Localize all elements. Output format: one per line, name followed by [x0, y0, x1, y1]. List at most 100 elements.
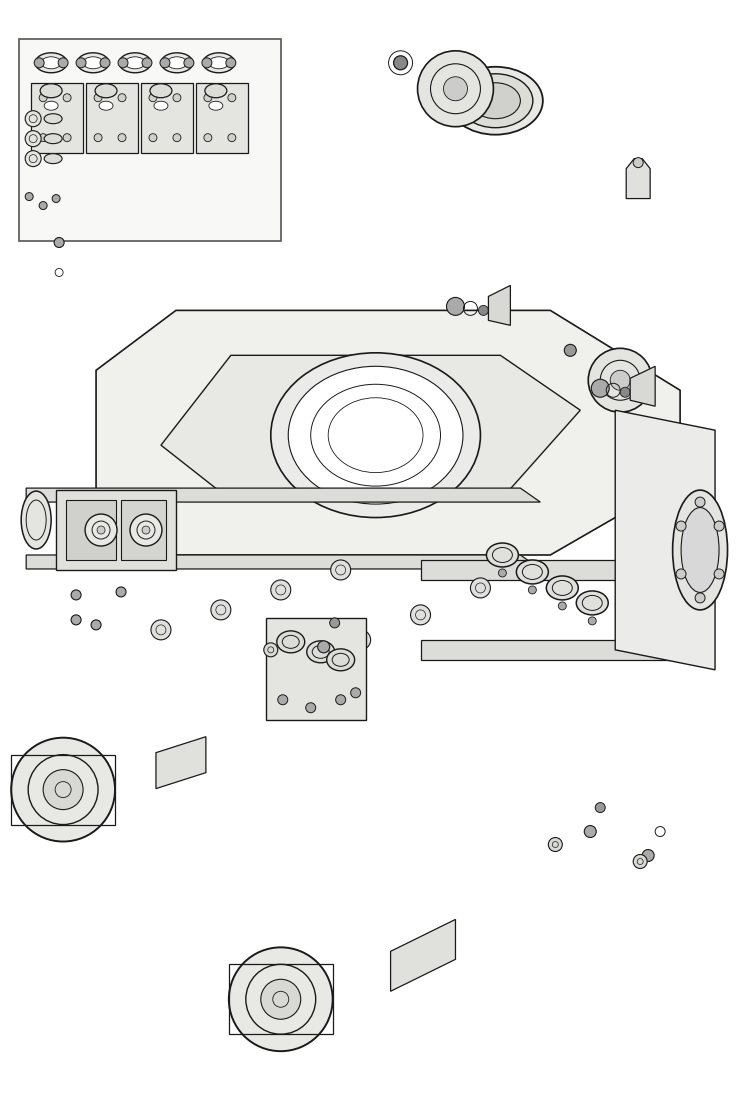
- Circle shape: [318, 641, 330, 653]
- Circle shape: [118, 134, 126, 142]
- Polygon shape: [96, 310, 680, 555]
- Circle shape: [695, 497, 705, 507]
- Text: 32: 32: [40, 110, 55, 122]
- Circle shape: [714, 569, 724, 579]
- Polygon shape: [56, 490, 176, 570]
- Ellipse shape: [642, 505, 674, 528]
- Circle shape: [11, 737, 115, 841]
- Ellipse shape: [150, 83, 172, 98]
- Circle shape: [498, 569, 506, 577]
- Circle shape: [642, 849, 654, 861]
- Text: 17: 17: [292, 1032, 307, 1045]
- Circle shape: [85, 514, 117, 546]
- Circle shape: [116, 587, 126, 597]
- Text: 3,15: 3,15: [121, 691, 147, 704]
- Text: 10: 10: [61, 587, 76, 600]
- Ellipse shape: [167, 57, 187, 69]
- Text: 5: 5: [577, 339, 584, 352]
- Circle shape: [633, 855, 647, 869]
- Text: 13: 13: [264, 706, 279, 720]
- Text: 11: 11: [543, 568, 558, 581]
- Text: 12: 12: [100, 619, 115, 632]
- Text: 36: 36: [631, 177, 646, 190]
- Circle shape: [610, 371, 630, 391]
- Circle shape: [149, 93, 157, 102]
- Bar: [121, 500, 166, 559]
- Circle shape: [63, 93, 71, 102]
- Circle shape: [584, 826, 596, 837]
- Circle shape: [676, 569, 686, 579]
- Text: 29: 29: [210, 112, 225, 125]
- Circle shape: [52, 194, 60, 203]
- Text: 16: 16: [100, 795, 115, 808]
- Circle shape: [633, 158, 643, 168]
- Circle shape: [714, 521, 724, 531]
- Circle shape: [446, 297, 464, 315]
- Circle shape: [228, 134, 236, 142]
- Circle shape: [229, 948, 333, 1051]
- Polygon shape: [26, 555, 540, 569]
- Text: 18,19,20: 18,19,20: [368, 278, 419, 291]
- Circle shape: [417, 50, 494, 126]
- Text: 10: 10: [145, 581, 160, 595]
- Circle shape: [54, 238, 64, 248]
- Circle shape: [25, 131, 41, 147]
- Text: 7: 7: [55, 755, 63, 768]
- Circle shape: [130, 514, 162, 546]
- Ellipse shape: [205, 83, 227, 98]
- Ellipse shape: [77, 53, 109, 72]
- Ellipse shape: [44, 101, 58, 110]
- Ellipse shape: [209, 101, 223, 110]
- Text: B-24895: B-24895: [655, 1064, 721, 1078]
- Circle shape: [100, 58, 110, 68]
- Circle shape: [564, 344, 576, 357]
- Text: 9: 9: [340, 643, 348, 656]
- Text: 11: 11: [687, 504, 702, 517]
- Ellipse shape: [203, 53, 235, 72]
- Polygon shape: [390, 919, 455, 992]
- Text: 4: 4: [646, 619, 653, 632]
- Text: 7: 7: [280, 977, 288, 991]
- Circle shape: [63, 134, 71, 142]
- Text: 10: 10: [636, 853, 651, 866]
- Text: 10: 10: [259, 641, 274, 654]
- Circle shape: [25, 193, 33, 201]
- Polygon shape: [266, 618, 366, 720]
- Ellipse shape: [161, 53, 193, 72]
- Circle shape: [160, 58, 170, 68]
- Bar: [19, 38, 281, 240]
- Ellipse shape: [288, 366, 463, 505]
- Circle shape: [184, 58, 194, 68]
- Text: 27: 27: [261, 156, 276, 169]
- Circle shape: [25, 111, 41, 126]
- Circle shape: [443, 77, 467, 101]
- Circle shape: [591, 380, 609, 397]
- Text: 22: 22: [52, 226, 67, 239]
- Circle shape: [620, 387, 630, 397]
- Ellipse shape: [328, 398, 423, 473]
- Polygon shape: [141, 82, 193, 152]
- Text: 4: 4: [659, 593, 667, 607]
- Polygon shape: [420, 640, 710, 659]
- Circle shape: [588, 617, 596, 625]
- Circle shape: [25, 150, 41, 167]
- Text: 6: 6: [364, 47, 372, 60]
- Circle shape: [271, 580, 291, 600]
- Circle shape: [204, 134, 212, 142]
- Ellipse shape: [21, 491, 51, 548]
- Text: 21: 21: [61, 46, 76, 59]
- Circle shape: [97, 527, 105, 534]
- Circle shape: [58, 58, 68, 68]
- Polygon shape: [196, 82, 248, 152]
- Circle shape: [76, 58, 86, 68]
- Ellipse shape: [154, 101, 168, 110]
- Ellipse shape: [664, 518, 696, 542]
- Polygon shape: [161, 355, 580, 500]
- Ellipse shape: [209, 57, 229, 69]
- Circle shape: [336, 694, 345, 704]
- Circle shape: [173, 134, 181, 142]
- Circle shape: [588, 349, 652, 412]
- Ellipse shape: [576, 591, 608, 615]
- Polygon shape: [630, 366, 655, 406]
- Circle shape: [39, 93, 47, 102]
